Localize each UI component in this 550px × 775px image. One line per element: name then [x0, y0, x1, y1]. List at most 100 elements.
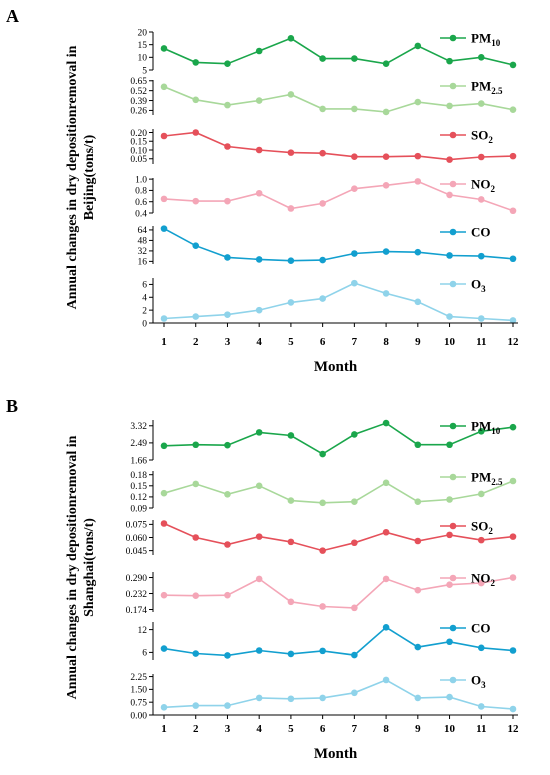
data-point: [192, 59, 200, 66]
data-point: [477, 252, 485, 260]
x-tick-label: 7: [352, 336, 358, 348]
data-point: [287, 149, 295, 156]
y-tick-label: 12: [138, 626, 148, 636]
x-tick-label: 5: [288, 336, 294, 348]
data-point: [192, 650, 200, 657]
legend-label-main: PM: [471, 31, 491, 46]
data-point: [414, 694, 422, 702]
data-point: [192, 129, 200, 136]
data-point: [509, 574, 517, 581]
x-tick-label: 6: [320, 336, 326, 348]
data-point: [287, 91, 295, 98]
data-point: [287, 35, 295, 42]
series-line: [163, 522, 514, 552]
legend-label-main: PM: [471, 470, 491, 485]
panel-A: A Annual changes in dry depositionremoval…: [6, 6, 519, 375]
data-point: [160, 520, 168, 527]
series-line: [163, 180, 514, 212]
legend-label-sub: 2: [491, 578, 496, 588]
data-point: [446, 441, 453, 449]
data-point: [255, 482, 263, 490]
legend-label-main: SO: [471, 519, 488, 534]
y-axis-label-line: Annual changes in dry depositionremoval …: [65, 45, 80, 309]
data-point: [255, 575, 263, 583]
data-point: [160, 704, 168, 711]
legend-label: SO2: [471, 128, 493, 146]
data-point: [160, 83, 168, 91]
data-point: [224, 702, 231, 709]
data-point: [509, 477, 517, 485]
y-tick-label: 0.09: [130, 504, 147, 514]
data-point: [414, 42, 422, 50]
legend-marker: [449, 624, 457, 632]
legend-label: PM10: [471, 31, 501, 49]
legend-label-sub: 2: [491, 184, 496, 194]
legend-label-sub: 3: [481, 680, 486, 690]
panel-letter: B: [6, 396, 18, 416]
data-point: [224, 311, 231, 318]
data-point: [477, 196, 485, 203]
data-point: [255, 256, 263, 263]
data-point: [224, 491, 231, 498]
data-point: [382, 676, 390, 684]
y-tick-label: 6: [142, 649, 147, 659]
legend-marker: [449, 131, 457, 139]
legend-label-sub: 2.5: [491, 86, 503, 96]
data-point: [224, 441, 231, 449]
data-point: [287, 205, 295, 212]
y-tick-label: 0.045: [126, 547, 148, 557]
data-point: [224, 541, 231, 548]
y-tick-label: 48: [138, 237, 148, 247]
legend-label-main: PM: [471, 419, 491, 434]
data-point: [414, 586, 422, 594]
data-point: [446, 191, 453, 199]
data-point: [287, 299, 295, 306]
data-point: [224, 591, 231, 599]
data-point: [224, 197, 231, 205]
data-point: [382, 528, 390, 536]
legend-label-sub: 2: [488, 526, 493, 536]
y-tick-label: 0.39: [130, 97, 147, 107]
y-axis-label: Annual changes in dry depositionremoval …: [65, 435, 97, 699]
data-point: [255, 47, 263, 55]
data-point: [319, 647, 326, 655]
data-point: [509, 647, 517, 654]
data-point: [509, 317, 517, 324]
y-tick-label: 16: [138, 258, 148, 268]
legend-marker: [449, 574, 457, 582]
panel-letter: A: [6, 6, 19, 26]
data-point: [351, 651, 358, 659]
series-so2: 0.045 0.060 0.075 SO2: [126, 519, 517, 557]
legend-label: PM2.5: [471, 470, 503, 488]
data-point: [382, 182, 390, 189]
data-point: [160, 591, 168, 599]
data-point: [509, 207, 517, 215]
y-tick-label: 0.232: [126, 590, 148, 600]
data-point: [287, 257, 295, 265]
series-line: [163, 422, 514, 455]
data-point: [319, 295, 326, 302]
legend-marker: [449, 180, 457, 188]
data-point: [509, 533, 517, 540]
y-tick-label: 0.18: [130, 471, 147, 481]
data-point: [509, 61, 517, 69]
y-tick-label: 0.075: [126, 521, 148, 531]
x-tick-label: 5: [288, 723, 294, 735]
legend-marker: [449, 522, 457, 530]
legend-label: PM2.5: [471, 79, 503, 97]
data-point: [477, 428, 485, 435]
data-point: [319, 55, 326, 62]
data-point: [414, 98, 422, 106]
data-point: [160, 195, 168, 203]
series-o3: 0 2 4 6 O3: [142, 277, 517, 329]
x-tick-label: 2: [193, 336, 199, 348]
y-tick-label: 0.174: [126, 606, 148, 616]
series-o3: 0.00 0.75 1.50 2.25 O3: [130, 673, 517, 721]
y-tick-label: 0.20: [130, 129, 147, 139]
legend-label: O3: [471, 277, 486, 295]
data-point: [509, 106, 517, 113]
data-point: [446, 693, 453, 701]
data-point: [160, 645, 168, 652]
